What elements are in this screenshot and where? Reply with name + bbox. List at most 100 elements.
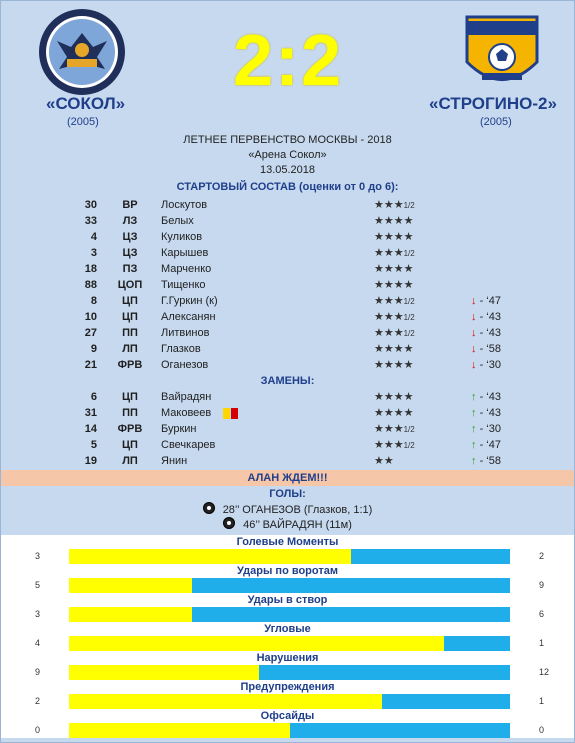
player-name: Лоскутов — [161, 199, 208, 211]
rating-half: 1/2 — [403, 329, 415, 338]
player-name: Маковеев — [161, 407, 212, 419]
rating-stars: ★★★★ — [374, 341, 413, 358]
stat-home-value: 0 — [35, 725, 41, 735]
player-name: Свечкарев — [161, 439, 216, 451]
goal-item: 46’’ ВАЙРАДЯН (11м) — [1, 517, 574, 532]
cards-icon — [223, 408, 238, 424]
player-name: Марченко — [161, 263, 212, 275]
stat-home-share — [69, 578, 193, 593]
rating-half: 1/2 — [403, 425, 415, 434]
player-position: ФРВ — [117, 423, 143, 435]
player-row: 14 ФРВ Буркин ★★★1/2 ↑ - ‘30 — [1, 421, 574, 437]
stat-away-value: 12 — [539, 667, 550, 677]
substitution-time: ↑ - ‘43 — [471, 405, 501, 421]
player-number: 27 — [84, 327, 97, 339]
yellow-card-icon — [223, 408, 230, 419]
rating-stars-icon: ★★★ — [374, 423, 404, 435]
substitution-minute: - ‘43 — [479, 327, 501, 339]
starting-lineup-title: СТАРТОВЫЙ СОСТАВ (оценки от 0 до 6): — [176, 181, 399, 193]
player-number: 19 — [84, 455, 97, 467]
rating-stars: ★★★1/2 — [374, 197, 415, 214]
substitution-minute: - ‘43 — [479, 407, 501, 419]
substitution-minute: - ‘30 — [479, 423, 501, 435]
player-position: ЦЗ — [122, 231, 138, 243]
player-position: ЦП — [122, 391, 138, 403]
substitution-time: ↓ - ‘58 — [471, 341, 501, 357]
player-position: ВР — [122, 199, 138, 211]
player-position: ЛЗ — [122, 215, 138, 227]
stat-comparison-bar — [69, 723, 510, 738]
rating-stars-icon: ★★★ — [374, 247, 404, 259]
player-number: 8 — [90, 295, 97, 307]
rating-stars-icon: ★★★★ — [374, 231, 414, 243]
rating-stars: ★★★★ — [374, 357, 413, 374]
stat-home-value: 5 — [35, 580, 41, 590]
stat-row: 9 12 — [1, 665, 574, 680]
rating-stars-icon: ★★★ — [374, 295, 404, 307]
substitution-minute: - ‘30 — [479, 359, 501, 371]
player-position: ФРВ — [117, 359, 143, 371]
player-row: 30 ВР Лоскутов ★★★1/2 — [1, 197, 574, 213]
sub-in-arrow-icon: ↑ — [471, 455, 480, 467]
player-name: Г.Гуркин (к) — [161, 295, 218, 307]
player-name: Тищенко — [161, 279, 206, 291]
stat-away-value: 2 — [539, 551, 545, 561]
substitution-time: ↓ - ‘47 — [471, 293, 501, 309]
banner-message: АЛАН ЖДЕМ!!! — [1, 470, 574, 486]
stat-title: Предупреждения — [1, 680, 574, 694]
player-name: Литвинов — [161, 327, 210, 339]
stat-away-value: 9 — [539, 580, 545, 590]
stat-comparison-bar — [69, 578, 510, 593]
stat-title: Удары в створ — [1, 593, 574, 607]
sokol-logo — [39, 9, 125, 95]
player-row: 8 ЦП Г.Гуркин (к) ★★★1/2 ↓ - ‘47 — [1, 293, 574, 309]
sub-out-arrow-icon: ↓ — [471, 327, 480, 339]
rating-stars: ★★ — [374, 453, 394, 470]
stat-title: Угловые — [1, 622, 574, 636]
stat-away-value: 0 — [539, 725, 545, 735]
player-position: ПП — [122, 407, 138, 419]
match-date: 13.05.2018 — [259, 164, 316, 176]
player-row: 33 ЛЗ Белых ★★★★ — [1, 213, 574, 229]
rating-stars: ★★★1/2 — [374, 245, 415, 262]
stat-comparison-bar — [69, 694, 510, 709]
player-row: 3 ЦЗ Карышев ★★★1/2 — [1, 245, 574, 261]
rating-stars: ★★★1/2 — [374, 309, 415, 326]
rating-stars-icon: ★★★★ — [374, 407, 414, 419]
substitution-minute: - ‘43 — [479, 311, 501, 323]
red-card-icon — [231, 408, 238, 419]
substitution-time: ↑ - ‘30 — [471, 421, 501, 437]
player-name: Янин — [161, 455, 188, 467]
player-position: ПП — [122, 327, 138, 339]
rating-stars: ★★★1/2 — [374, 437, 415, 454]
stat-home-value: 4 — [35, 638, 41, 648]
rating-half: 1/2 — [403, 201, 415, 210]
player-row: 88 ЦОП Тищенко ★★★★ — [1, 277, 574, 293]
rating-stars: ★★★★ — [374, 229, 413, 246]
stat-home-value: 3 — [35, 609, 41, 619]
stat-title: Нарушения — [1, 651, 574, 665]
stat-home-share — [69, 723, 290, 738]
stat-comparison-bar — [69, 549, 510, 564]
sub-out-arrow-icon: ↓ — [471, 295, 480, 307]
stat-home-share — [69, 549, 352, 564]
strogino-logo — [465, 15, 539, 81]
player-row: 10 ЦП Алексанян ★★★1/2 ↓ - ‘43 — [1, 309, 574, 325]
player-name: Вайрадян — [161, 391, 212, 403]
player-number: 9 — [90, 343, 97, 355]
sub-in-arrow-icon: ↑ — [471, 423, 480, 435]
stadium-name: «Арена Сокол» — [248, 149, 327, 161]
rating-half: 1/2 — [403, 249, 415, 258]
substitution-minute: - ‘58 — [479, 343, 501, 355]
rating-stars-icon: ★★★ — [374, 327, 404, 339]
player-name: Алексанян — [161, 311, 216, 323]
rating-stars: ★★★1/2 — [374, 293, 415, 310]
player-row: 21 ФРВ Оганезов ★★★★ ↓ - ‘30 — [1, 357, 574, 373]
player-name: Белых — [161, 215, 194, 227]
substitution-time: ↑ - ‘43 — [471, 389, 501, 405]
player-number: 4 — [90, 231, 97, 243]
